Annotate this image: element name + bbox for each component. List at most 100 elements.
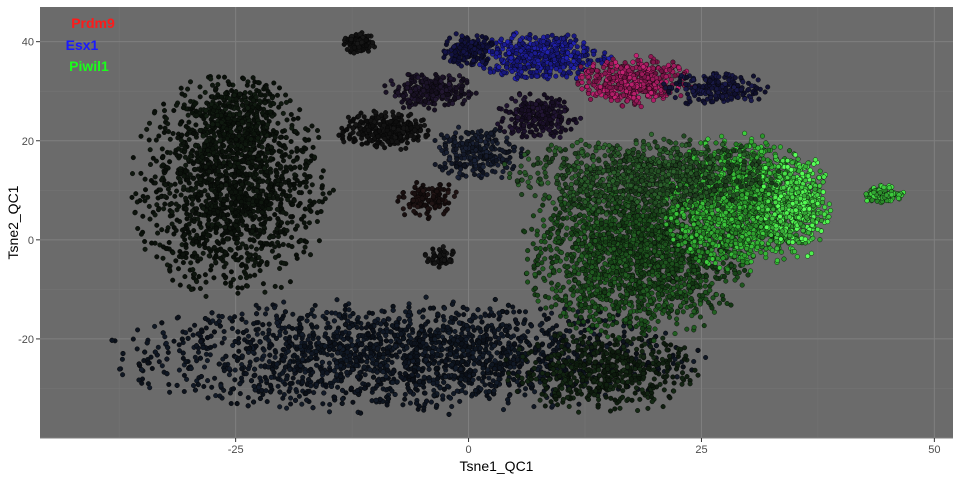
data-point <box>432 336 438 342</box>
data-point <box>660 360 666 366</box>
data-point <box>199 329 205 335</box>
data-point <box>389 323 395 329</box>
data-point <box>602 318 608 324</box>
data-point <box>267 216 273 222</box>
data-point <box>200 250 206 256</box>
data-points <box>109 30 906 417</box>
data-point <box>316 134 322 140</box>
data-point <box>257 194 263 200</box>
data-point <box>624 338 630 344</box>
data-point <box>183 162 189 168</box>
data-point <box>146 137 152 143</box>
data-point <box>641 354 647 360</box>
data-point <box>496 326 502 332</box>
data-point <box>178 137 184 143</box>
data-point <box>298 325 304 331</box>
data-point <box>461 312 467 318</box>
data-point <box>486 375 492 381</box>
data-point <box>487 306 493 312</box>
data-point <box>254 123 260 129</box>
data-point <box>259 204 265 210</box>
data-point <box>153 137 159 143</box>
data-point <box>434 370 440 376</box>
data-point <box>233 146 239 152</box>
data-point <box>174 315 180 321</box>
data-point <box>460 347 466 353</box>
data-point <box>305 337 311 343</box>
data-point <box>227 162 233 168</box>
data-point <box>292 164 298 170</box>
data-point <box>272 283 278 289</box>
data-point <box>550 366 556 372</box>
data-point <box>629 397 635 403</box>
data-point <box>331 318 337 324</box>
data-point <box>230 195 236 201</box>
data-point <box>327 190 333 196</box>
data-point <box>565 394 571 400</box>
data-point <box>345 345 351 351</box>
data-point <box>367 341 373 347</box>
data-point <box>157 124 163 130</box>
data-point <box>402 391 408 397</box>
data-point <box>129 194 135 200</box>
data-point <box>287 381 293 387</box>
data-point <box>402 318 408 324</box>
data-point <box>269 95 275 101</box>
data-point <box>464 323 470 329</box>
data-point <box>314 218 320 224</box>
data-point <box>177 121 183 127</box>
data-point <box>187 79 193 85</box>
data-point <box>521 320 527 326</box>
data-point <box>170 277 176 283</box>
data-point <box>392 392 398 398</box>
data-point <box>235 329 241 335</box>
data-point <box>191 271 197 277</box>
data-point <box>253 246 259 252</box>
data-point <box>540 341 546 347</box>
data-point <box>162 125 168 131</box>
data-point <box>485 367 491 373</box>
data-point <box>449 362 455 368</box>
data-point <box>266 206 272 212</box>
data-point <box>399 343 405 349</box>
data-point <box>428 399 434 405</box>
data-point <box>681 356 687 362</box>
data-point <box>447 319 453 325</box>
data-point <box>621 333 627 339</box>
data-point <box>610 349 616 355</box>
data-point <box>266 359 272 365</box>
data-point <box>516 346 522 352</box>
data-point <box>178 85 184 91</box>
data-point <box>255 135 261 141</box>
data-point <box>197 84 203 90</box>
data-point <box>180 105 186 111</box>
data-point <box>620 388 626 394</box>
data-point <box>434 351 440 357</box>
data-point <box>183 195 189 201</box>
data-point <box>155 344 161 350</box>
data-point <box>316 340 322 346</box>
data-point <box>308 383 314 389</box>
data-point <box>187 153 193 159</box>
data-point <box>228 230 234 236</box>
data-point <box>484 358 490 364</box>
data-point <box>239 285 245 291</box>
data-point <box>307 203 313 209</box>
data-point <box>223 176 229 182</box>
data-point <box>470 324 476 330</box>
data-point <box>209 384 215 390</box>
data-point <box>323 331 329 337</box>
data-point <box>289 234 295 240</box>
data-point <box>268 382 274 388</box>
data-point <box>277 186 283 192</box>
data-point <box>130 336 136 342</box>
data-point <box>426 362 432 368</box>
data-point <box>284 228 290 234</box>
data-point <box>481 374 487 380</box>
data-point <box>359 325 365 331</box>
data-point <box>325 320 331 326</box>
data-point <box>541 312 547 318</box>
data-point <box>379 308 385 314</box>
data-point <box>229 326 235 332</box>
data-point <box>135 225 141 231</box>
